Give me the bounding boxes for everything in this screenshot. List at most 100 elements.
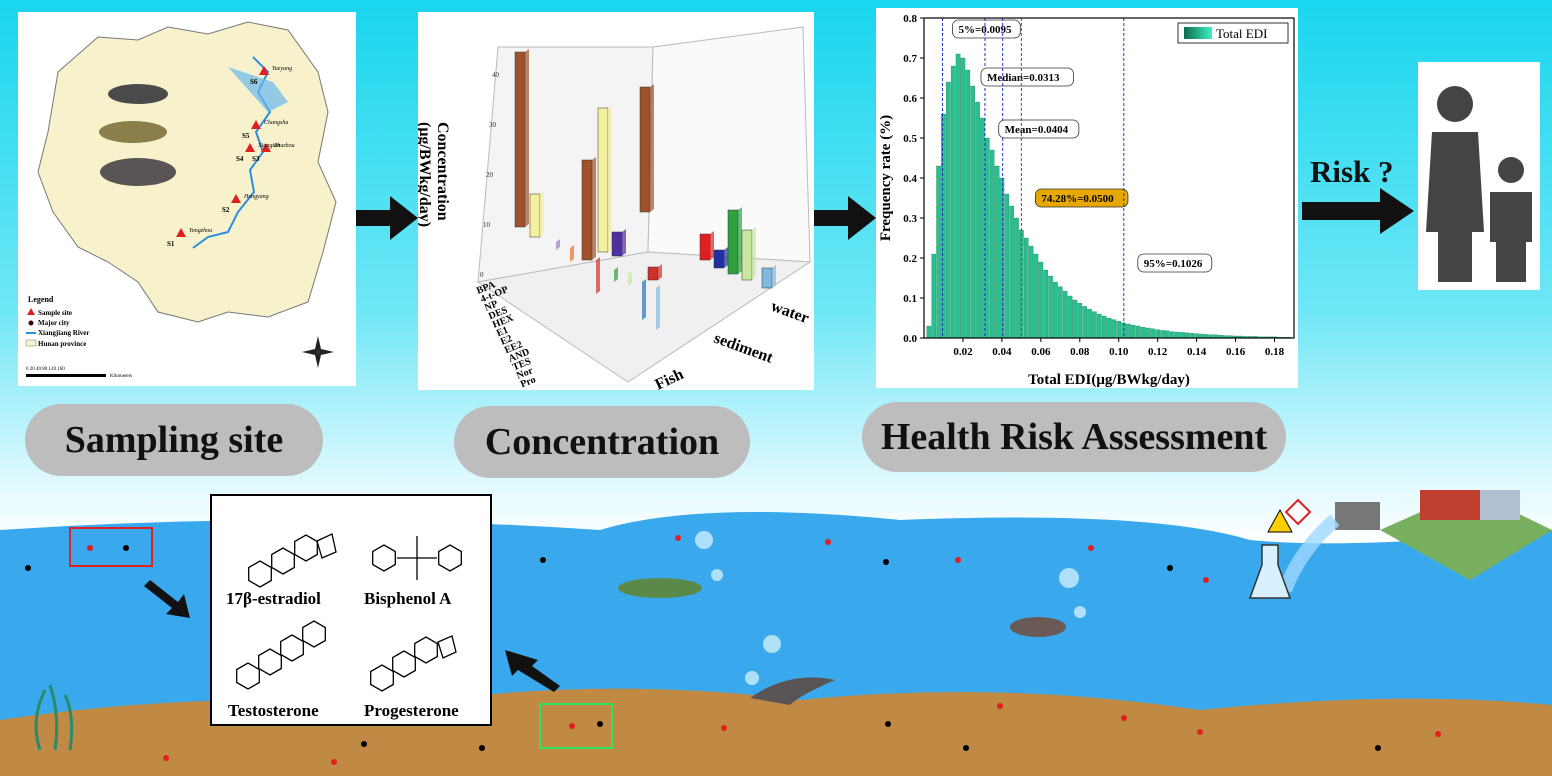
molecule-ring [437, 635, 457, 659]
hist-bar [950, 65, 956, 339]
bar3d-bar [529, 193, 541, 238]
bar3d-bar-side [622, 229, 626, 256]
hist-bar [985, 137, 990, 339]
site-marker [251, 120, 261, 129]
molecule-ring [414, 636, 438, 664]
edi-histogram-panel: 5%=0.0095 Median=0.0313 Mean=0.0404 74.28%=… [876, 8, 1298, 388]
compass-icon [302, 336, 334, 368]
hist-xtick-label: 0.18 [1265, 346, 1285, 358]
hist-bar [1033, 253, 1039, 339]
hist-bar [941, 113, 946, 339]
hist-ytick-label: 0.3 [903, 213, 917, 225]
contaminant-dot [825, 539, 831, 545]
hist-bar [1165, 330, 1170, 339]
hist-bar [1038, 261, 1044, 339]
concentration-3d-bar-panel: Concentration (μg/BWkg/day) 0 10 20 30 40 BP… [416, 12, 814, 394]
contaminant-dot [25, 565, 31, 571]
hist-bar [931, 253, 937, 339]
site-label: S6 [250, 78, 258, 86]
site-marker [231, 194, 241, 203]
hist-bar [1096, 313, 1102, 339]
hist-bar [926, 325, 932, 339]
contaminant-dot [331, 759, 337, 765]
bar3d-bar [699, 233, 711, 261]
contaminant-dot [1121, 715, 1127, 721]
molecule-ring [438, 544, 462, 572]
hist-bar [1189, 333, 1195, 339]
family-panel [1418, 62, 1540, 290]
bar3d-bar [581, 159, 593, 261]
hist-bar [1009, 205, 1014, 339]
molecule-box: 17β-estradiol Bisphenol A Testosterone Prog… [210, 494, 492, 726]
bar3d-bar-side [642, 279, 646, 320]
hist-bar [1131, 325, 1136, 339]
bar3d-bar-side [628, 271, 632, 286]
compound-label: E1 [495, 325, 510, 340]
hist-ytick-label: 0.1 [903, 293, 917, 305]
site-marker [261, 143, 271, 152]
site-marker [176, 228, 186, 237]
flask-icon [1248, 508, 1293, 599]
hist-xtick-label: 0.14 [1187, 346, 1207, 358]
hist-bar [1179, 332, 1185, 339]
legend-title: Legend [28, 295, 54, 304]
factory-icon [1380, 490, 1552, 580]
legend-major-city: Major city [38, 319, 70, 327]
media-label-sediment: sediment [712, 330, 776, 367]
hist-bar [1126, 323, 1131, 339]
hist-bar [1053, 281, 1058, 339]
hist-xtick-label: 0.12 [1148, 346, 1168, 358]
hist-bar [965, 69, 971, 339]
hist-bar [980, 117, 985, 339]
bar3d-tick: 10 [483, 221, 491, 229]
contaminant-dot [1167, 565, 1173, 571]
arrow-right-icon [1302, 188, 1414, 234]
contaminant-dot [885, 721, 891, 727]
catfish-icon [750, 677, 835, 705]
hist-ytick-label: 0.4 [903, 173, 917, 185]
hazard-icon [1284, 498, 1312, 526]
molecule-ring [280, 634, 304, 662]
bar3d-bar-side [592, 157, 596, 260]
contaminant-dot [955, 557, 961, 563]
hist-bar [1072, 299, 1078, 339]
site-label: S1 [167, 240, 175, 248]
bar3d-bar [741, 229, 753, 281]
site-label: S4 [236, 155, 244, 163]
hist-bar [999, 177, 1005, 339]
hist-bar [1087, 309, 1092, 339]
hist-ytick-label: 0.2 [903, 253, 917, 265]
contaminant-dot [597, 721, 603, 727]
hist-ylabel: Frequency rate (%) [878, 115, 894, 241]
outfall-pipe [1335, 502, 1380, 530]
bar3d-bar-side [570, 245, 574, 262]
bar3d-bar-side [540, 191, 544, 237]
contaminant-dot [675, 535, 681, 541]
hist-bar [955, 53, 961, 339]
seaweed-icon [34, 684, 74, 751]
molecule-ring [258, 648, 282, 676]
legend-river: Xiangjiang River [38, 329, 90, 337]
molecule-label: 17β-estradiol [226, 589, 321, 608]
hist-ytick-label: 0.0 [903, 333, 917, 345]
map-panel: S1 Yongzhou S2 Hengyang S3 Zhuzhou S4 Xiangtan S… [18, 12, 356, 386]
hunan-map: S1 Yongzhou S2 Hengyang S3 Zhuzhou S4 Xiangtan S… [25, 21, 337, 379]
bar3d-bar [639, 86, 651, 213]
contaminant-dot [361, 741, 367, 747]
pill-sampling-site: Sampling site [25, 404, 323, 476]
molecule-ring [248, 560, 272, 588]
bar3d-bar-side [710, 231, 714, 260]
hist-marker-box [1034, 188, 1129, 208]
bar3d-bar [761, 267, 773, 289]
hist-bar [1023, 237, 1029, 339]
city-label: Yongzhou [189, 228, 212, 234]
bar3d-bar [597, 107, 609, 253]
hist-bar [1014, 217, 1019, 339]
carp-illustration [108, 84, 168, 104]
bar3d-bar-side [525, 49, 529, 227]
edi-histogram: 5%=0.0095Median=0.0313Mean=0.040474.28%=… [878, 13, 1295, 388]
scale-unit: Kilometers [110, 374, 132, 379]
hist-bar [1058, 286, 1063, 339]
bar3d-bar [713, 249, 725, 269]
hist-bar [970, 85, 975, 339]
